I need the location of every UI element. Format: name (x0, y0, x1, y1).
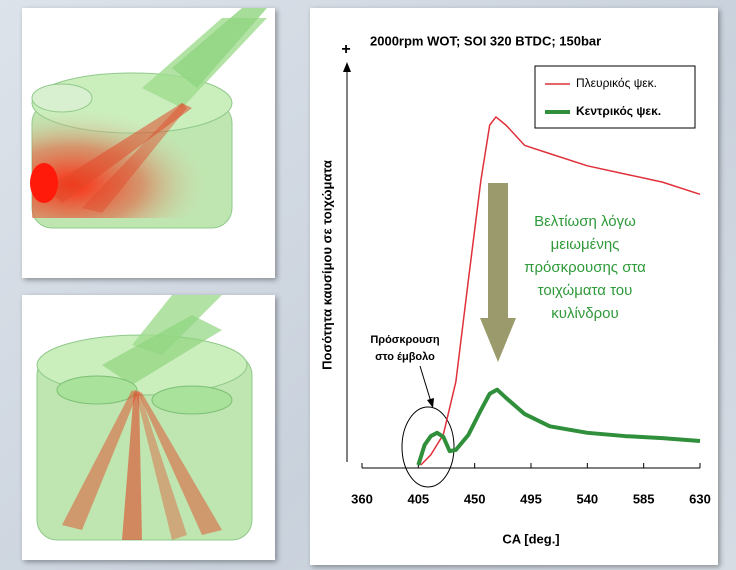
annotation: Πρόσκρουση (370, 334, 440, 346)
annotation: κυλίνδρου (551, 305, 618, 322)
x-tick-label: 495 (520, 491, 542, 506)
spray-center (36, 295, 253, 541)
improvement-arrow (480, 183, 516, 362)
x-tick-label: 630 (689, 491, 711, 506)
legend (534, 65, 696, 129)
y-axis-label: Ποσότητα καυσίμου σε τοιχώματα (319, 160, 334, 370)
annotation: Βελτίωση λόγω (534, 213, 636, 230)
x-tick-label: 360 (351, 491, 373, 506)
annotation: πρόσκρουσης στα (524, 259, 646, 276)
legend-label: Πλευρικός ψεκ. (576, 76, 657, 90)
legend-label: Κεντρικός ψεκ. (576, 104, 661, 118)
spray-side (30, 8, 267, 229)
x-tick-label: 540 (576, 491, 598, 506)
line-series (416, 387, 701, 466)
x-tick-label: 585 (633, 491, 655, 506)
y-axis-marker: + (341, 41, 350, 58)
annotation: στο έμβολο (375, 351, 435, 363)
simulation-image (22, 8, 275, 278)
piston-ellipse (401, 406, 455, 488)
x-tick-label: 450 (464, 491, 486, 506)
chart-title: 2000rpm WOT; SOI 320 BTDC; 150bar (370, 33, 601, 48)
pointer (419, 365, 432, 403)
x-axis-label: CA [deg.] (502, 531, 559, 546)
annotation: μειωμένης (551, 236, 620, 253)
annotation: τοιχώματα του (538, 282, 633, 299)
line-series (420, 116, 701, 466)
x-tick-label: 405 (407, 491, 429, 506)
simulation-image (22, 295, 275, 560)
pointer-head (427, 398, 434, 408)
arrow-head (343, 62, 351, 72)
